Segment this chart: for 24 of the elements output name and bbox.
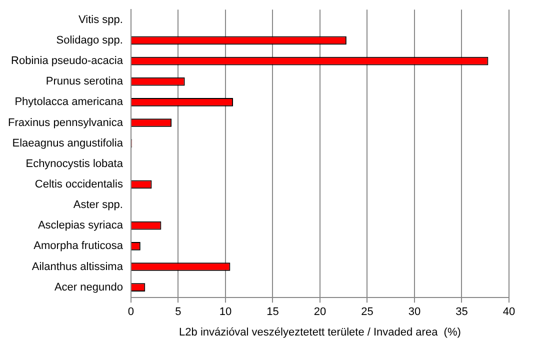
y-tick-label: Phytolacca americana xyxy=(14,96,124,108)
x-tick-label: 25 xyxy=(361,306,374,318)
y-tick-label: Celtis occidentalis xyxy=(34,178,124,190)
y-tick-label: Solidago spp. xyxy=(56,34,123,46)
x-tick-label: 15 xyxy=(266,306,279,318)
y-tick-label: Prunus serotina xyxy=(46,76,124,88)
x-tick-label: 35 xyxy=(456,306,468,318)
x-tick-label: 10 xyxy=(219,306,232,318)
y-tick-label: Acer negundo xyxy=(54,281,123,294)
x-tick-label: 0 xyxy=(128,306,134,318)
x-tick-label: 40 xyxy=(502,306,516,318)
y-tick-label: Aster spp. xyxy=(73,199,123,212)
y-tick-label: Fraxinus pennsylvanica xyxy=(8,116,124,129)
x-axis-title: L2b invázióval veszélyeztetett területe / Invaded area (%) xyxy=(179,326,461,338)
x-tick-label: 5 xyxy=(175,306,182,318)
y-tick-label: Asclepias syriaca xyxy=(38,220,124,232)
x-tick-label: 20 xyxy=(314,306,326,318)
y-tick-label: Echynocystis lobata xyxy=(26,158,124,170)
y-tick-label: Robinia pseudo-acacia xyxy=(11,55,124,68)
y-tick-label: Amorpha fruticosa xyxy=(34,240,124,252)
y-tick-label: Ailanthus altissima xyxy=(32,260,124,273)
x-tick-label: 30 xyxy=(408,306,421,318)
y-tick-label: Elaeagnus angustifolia xyxy=(12,137,124,150)
y-tick-label: Vitis spp. xyxy=(78,14,123,26)
